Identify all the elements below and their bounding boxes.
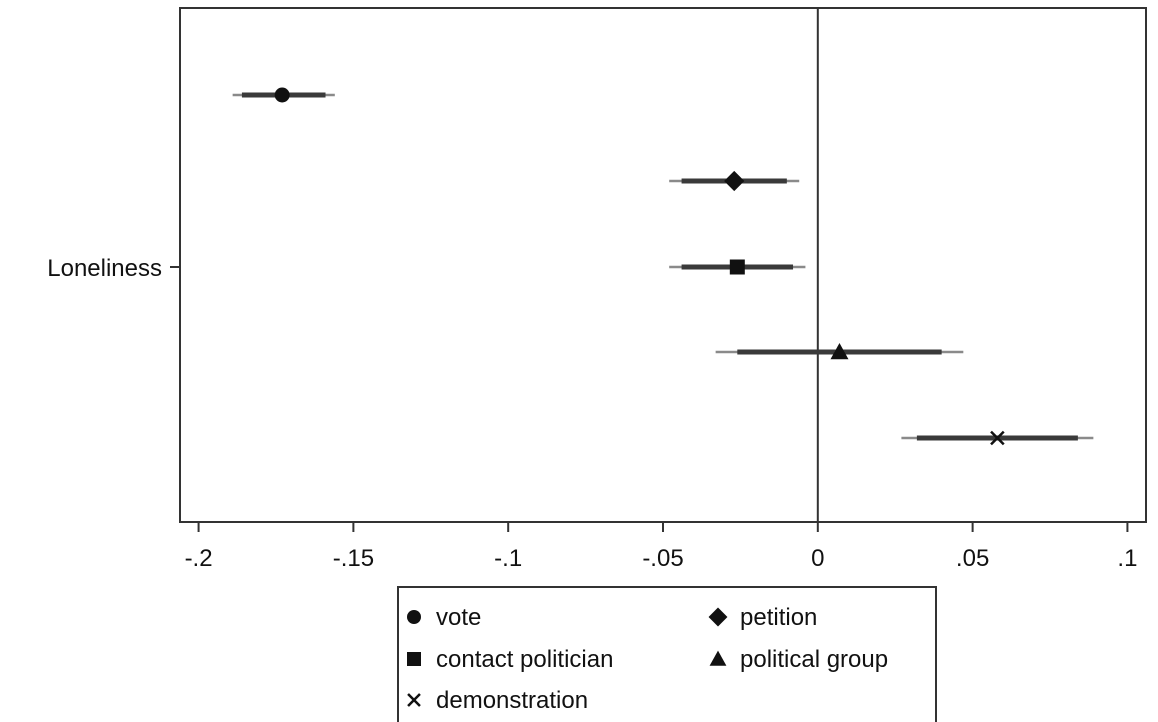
series-petition: [669, 170, 800, 192]
legend-item: vote: [407, 604, 481, 631]
series-layer: [232, 87, 1094, 446]
legend-marker-stroke: [407, 693, 421, 707]
legend-item: petition: [708, 604, 817, 631]
point-marker: [724, 170, 745, 192]
x-axis: -.2 -.15 -.1 -.05 0 .05 .1: [185, 522, 1137, 572]
point-marker: [990, 430, 1005, 446]
x-tick-label: -.1: [494, 545, 522, 572]
legend-label: political group: [740, 646, 888, 673]
legend-marker: [407, 693, 421, 707]
series-political-group: [715, 343, 964, 360]
legend-marker: [407, 652, 421, 666]
point-marker: [729, 259, 745, 275]
point-marker-stroke: [990, 430, 1005, 446]
legend-marker: [708, 607, 728, 627]
x-tick-label: .1: [1117, 545, 1137, 572]
legend-marker: [709, 650, 727, 666]
legend-label: vote: [436, 604, 481, 631]
x-tick-label: .05: [956, 545, 989, 572]
legend-item: contact politician: [407, 646, 613, 673]
point-marker: [830, 343, 849, 360]
series-demonstration: [901, 430, 1094, 446]
legend-label: contact politician: [436, 646, 613, 673]
y-axis: Loneliness: [47, 255, 180, 282]
plot-area: [179, 7, 1147, 523]
x-tick-label: -.15: [333, 545, 374, 572]
legend-box: [397, 586, 937, 722]
y-category-label: Loneliness: [47, 255, 162, 282]
legend-label: demonstration: [436, 687, 588, 714]
x-tick-label: -.05: [642, 545, 683, 572]
legend-item: political group: [709, 646, 888, 673]
legend: vote petition contact politician political …: [397, 586, 937, 722]
legend-item: demonstration: [407, 687, 588, 714]
series-contact-politician: [669, 259, 806, 275]
legend-marker: [407, 610, 421, 624]
x-tick-label: 0: [811, 545, 824, 572]
point-marker: [274, 87, 290, 103]
legend-label: petition: [740, 604, 817, 631]
series-vote: [232, 87, 335, 103]
x-tick-label: -.2: [185, 545, 213, 572]
